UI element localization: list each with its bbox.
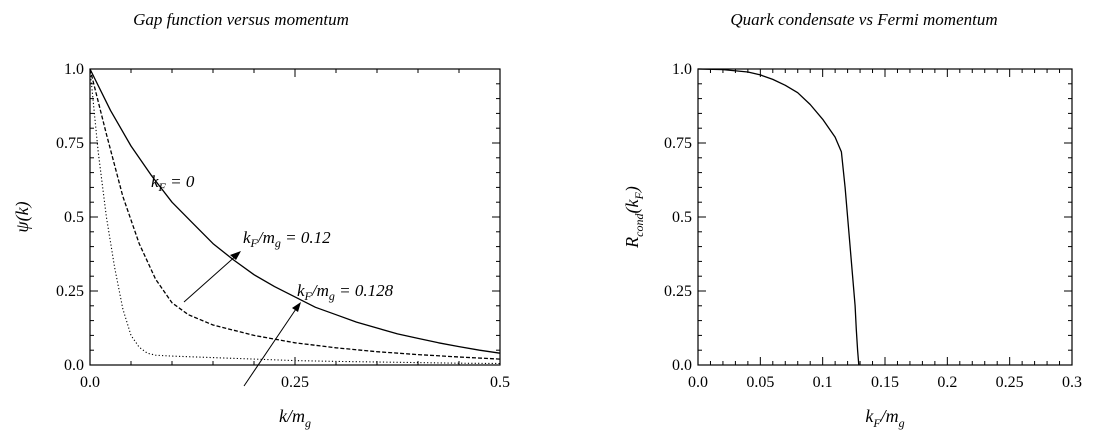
y-tick-label: 0.0 xyxy=(672,357,692,374)
chart-right-ticks xyxy=(697,68,1073,366)
y-tick-label: 1.0 xyxy=(672,61,692,78)
chart-right: Quark condensate vs Fermi momentum 0.0 0.… xyxy=(622,10,1082,430)
series-line-2 xyxy=(89,68,501,365)
x-tick-label: 0.2 xyxy=(937,374,957,391)
x-tick-label: 0.05 xyxy=(746,374,774,391)
arrow-kf-012 xyxy=(183,253,239,303)
chart-left-series xyxy=(89,68,501,365)
arrow-kf-012-head xyxy=(230,251,241,260)
x-tick-label: 0.25 xyxy=(996,374,1024,391)
y-tick-label: 1.0 xyxy=(64,61,84,78)
chart-right-title: Quark condensate vs Fermi momentum xyxy=(730,10,997,29)
chart-left-ylabel: ψ(k) xyxy=(12,201,33,232)
chart-right-tick-labels: 0.0 0.05 0.1 0.15 0.2 0.25 0.3 0.0 0.25 0.5 0.75 1.… xyxy=(664,61,1082,391)
y-tick-label: 0.0 xyxy=(64,357,84,374)
y-tick-label: 0.5 xyxy=(672,209,692,226)
y-tick-label: 0.75 xyxy=(664,135,692,152)
annotation-kf-012: kF/mg = 0.12 xyxy=(243,228,331,250)
chart-right-xlabel: kF/mg xyxy=(865,406,904,430)
y-tick-label: 0.75 xyxy=(56,135,84,152)
series-line-0 xyxy=(89,68,501,354)
chart-left-xlabel: k/mg xyxy=(279,406,311,430)
chart-right-series xyxy=(697,68,860,366)
x-tick-label: 0.3 xyxy=(1062,374,1082,391)
chart-left-ticks xyxy=(89,68,501,366)
chart-left-tick-labels: 0.0 0.25 0.5 0.0 0.25 0.5 0.75 1.0 xyxy=(56,61,510,391)
chart-right-frame xyxy=(697,68,1073,366)
x-tick-label: 0.0 xyxy=(80,374,100,391)
chart-left: Gap function versus momentum 0.0 0.25 0.50… xyxy=(12,10,510,430)
x-tick-label: 0.15 xyxy=(871,374,899,391)
x-tick-label: 0.25 xyxy=(281,374,309,391)
y-tick-label: 0.25 xyxy=(664,283,692,300)
series-line-1 xyxy=(89,68,501,360)
annotation-kf-zero: kF = 0 xyxy=(151,172,195,194)
x-tick-label: 0.0 xyxy=(688,374,708,391)
annotation-kf-0128: kF/mg = 0.128 xyxy=(297,281,394,303)
chart-right-ylabel: Rcond(kF) xyxy=(622,186,646,249)
arrow-kf-0128-head xyxy=(292,302,301,312)
y-tick-label: 0.25 xyxy=(56,283,84,300)
chart-left-title: Gap function versus momentum xyxy=(133,10,349,29)
x-tick-label: 0.5 xyxy=(490,374,510,391)
x-tick-label: 0.1 xyxy=(813,374,833,391)
y-tick-label: 0.5 xyxy=(64,209,84,226)
series-line-0 xyxy=(697,68,860,366)
chart-left-frame xyxy=(89,68,501,366)
arrow-kf-0128 xyxy=(243,305,299,387)
